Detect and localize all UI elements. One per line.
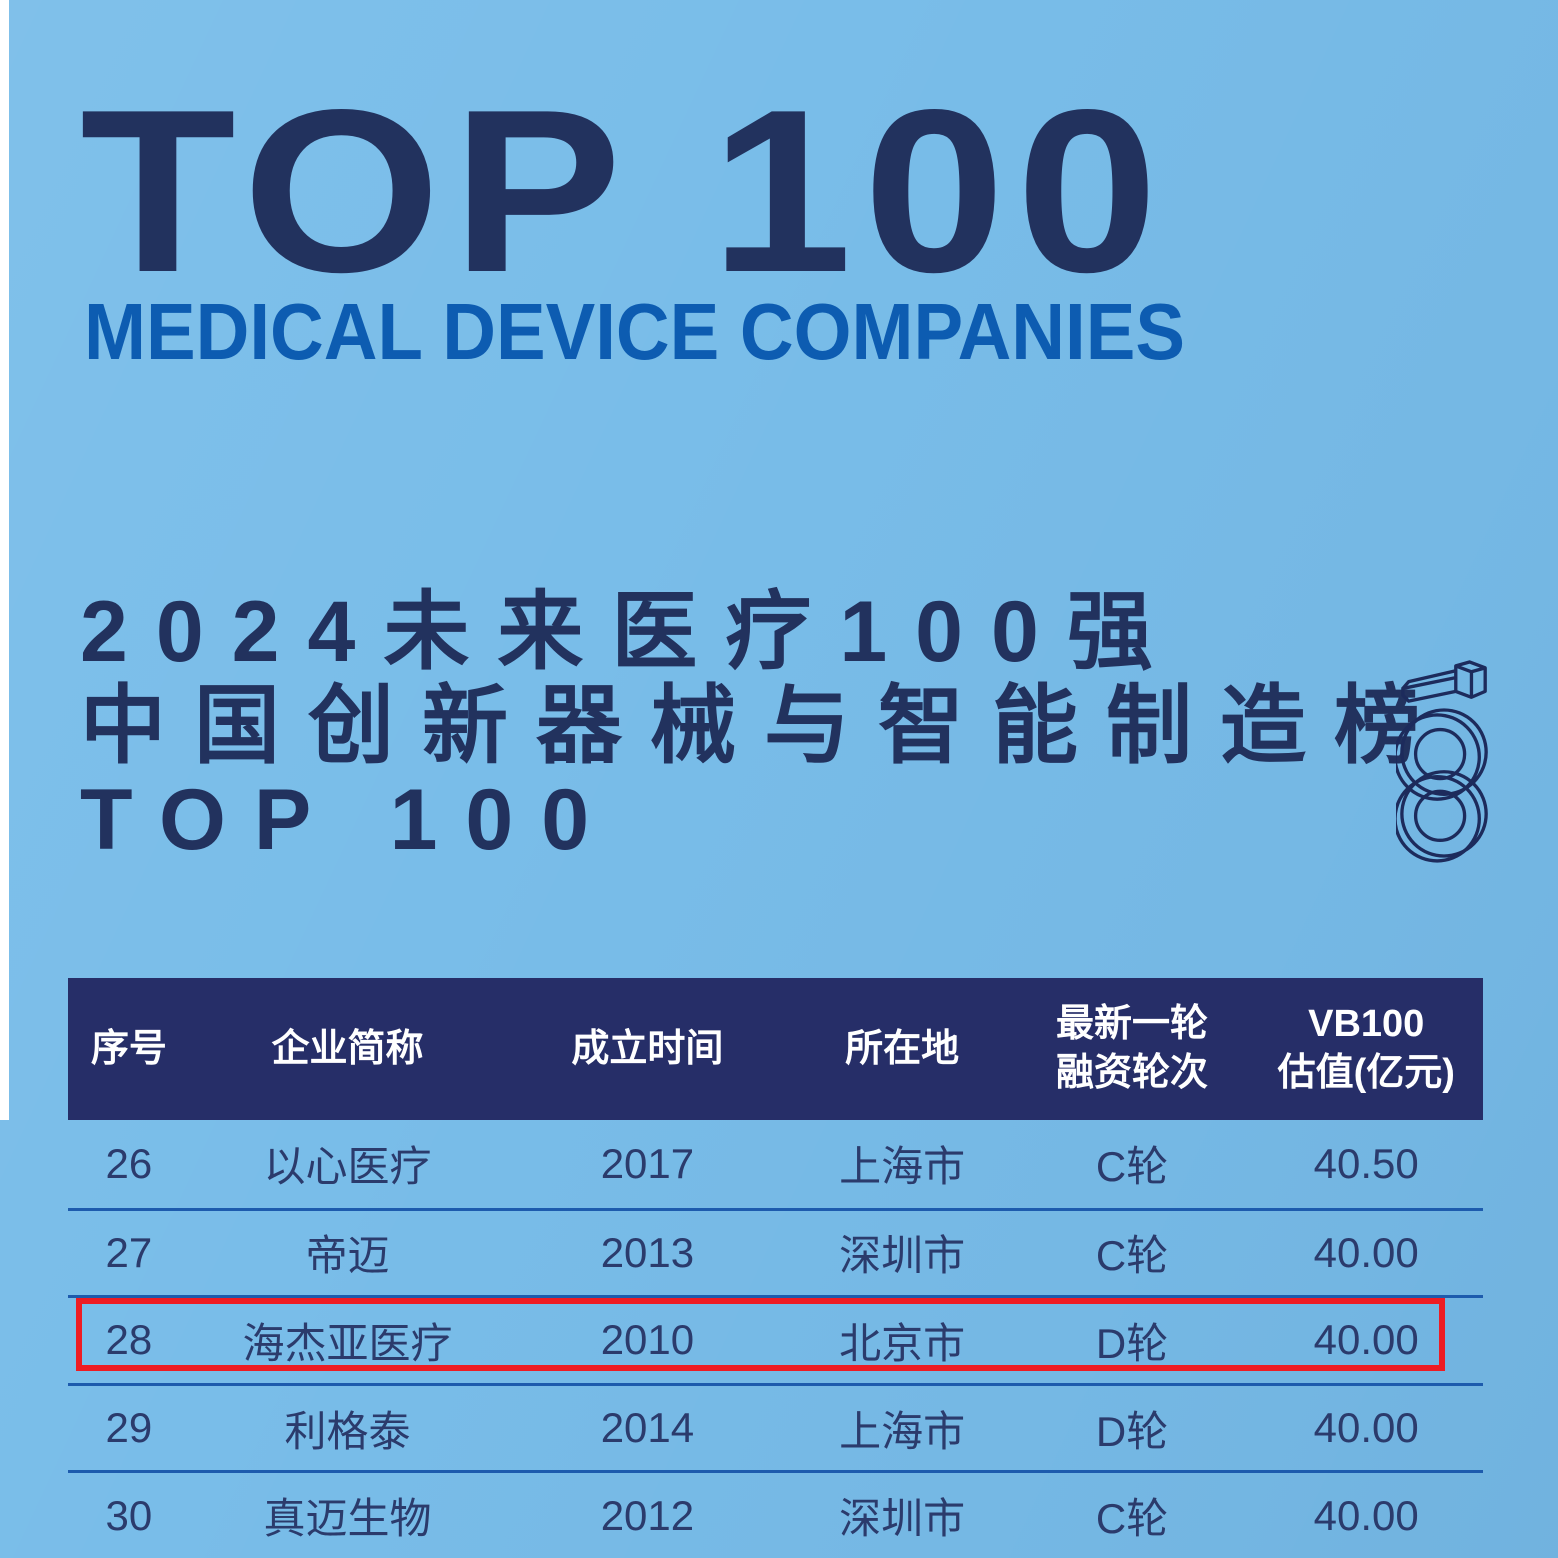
list-title-line1: 2024未来医疗100强 (80, 584, 1181, 680)
vb100-100-logo-icon (1396, 660, 1488, 863)
cell-valuation: 40.00 (1313, 1404, 1419, 1452)
cell-round: D轮 (1095, 1319, 1169, 1367)
column-header-company: 企业简称 (271, 1027, 424, 1070)
cell-valuation: 40.00 (1313, 1316, 1419, 1364)
cell-founded: 2017 (600, 1139, 695, 1187)
cell-valuation: 40.50 (1313, 1139, 1419, 1187)
column-header-rank: 序号 (90, 1027, 167, 1070)
cell-location: 上海市 (839, 1407, 966, 1455)
table-header-row: 序号 企业简称 成立时间 所在地 最新一轮 融资轮次 VB100 估值(亿元) (68, 978, 1483, 1120)
cell-location: 深圳市 (839, 1232, 966, 1280)
table-row: 30 真迈生物 2012 深圳市 C轮 40.00 (68, 1470, 1483, 1558)
cell-location: 上海市 (839, 1143, 966, 1191)
table-row: 26 以心医疗 2017 上海市 C轮 40.50 (68, 1120, 1483, 1208)
cell-round: C轮 (1095, 1495, 1169, 1543)
left-white-strip (0, 0, 9, 1120)
table-body: 26 以心医疗 2017 上海市 C轮 40.50 27 帝迈 2013 深圳市 C轮 40.00 28… (68, 1120, 1483, 1558)
cell-round: C轮 (1095, 1232, 1169, 1280)
ranking-table: 序号 企业简称 成立时间 所在地 最新一轮 融资轮次 VB100 估值(亿元) … (68, 978, 1483, 1558)
list-title-line3: TOP 100 (80, 772, 618, 868)
cell-rank: 26 (105, 1139, 153, 1187)
table-row: 29 利格泰 2014 上海市 D轮 40.00 (68, 1382, 1483, 1471)
cell-company: 帝迈 (305, 1232, 390, 1280)
column-header-location: 所在地 (845, 1027, 960, 1070)
cell-founded: 2014 (600, 1404, 695, 1452)
page-title: TOP 100 (80, 62, 1170, 321)
list-title: 2024未来医疗100强 中国创新器械与智能制造榜 TOP 100 (80, 585, 1448, 867)
column-header-founded: 成立时间 (571, 1027, 724, 1070)
cell-round: D轮 (1095, 1407, 1169, 1455)
column-header-round: 最新一轮 融资轮次 (1056, 1003, 1209, 1094)
cell-company: 利格泰 (284, 1407, 411, 1455)
page-subtitle: MEDICAL DEVICE COMPANIES (84, 287, 1185, 376)
cell-round: C轮 (1095, 1143, 1169, 1191)
cell-location: 北京市 (839, 1319, 966, 1367)
cell-founded: 2010 (600, 1316, 695, 1364)
cell-founded: 2013 (600, 1228, 695, 1276)
cell-company: 海杰亚医疗 (242, 1319, 453, 1367)
table-row: 28 海杰亚医疗 2010 北京市 D轮 40.00 (68, 1295, 1483, 1383)
cell-company: 以心医疗 (263, 1143, 432, 1191)
cell-location: 深圳市 (839, 1495, 966, 1543)
column-header-valuation: VB100 估值(亿元) (1277, 1003, 1455, 1094)
cell-valuation: 40.00 (1313, 1491, 1419, 1539)
cell-rank: 28 (105, 1316, 153, 1364)
table-row: 27 帝迈 2013 深圳市 C轮 40.00 (68, 1207, 1483, 1296)
list-title-line2: 中国创新器械与智能制造榜 (80, 678, 1448, 774)
cell-valuation: 40.00 (1313, 1228, 1419, 1276)
cell-rank: 30 (105, 1491, 153, 1539)
cell-rank: 27 (105, 1228, 153, 1276)
cell-company: 真迈生物 (263, 1495, 432, 1543)
cell-rank: 29 (105, 1404, 153, 1452)
cell-founded: 2012 (600, 1491, 695, 1539)
